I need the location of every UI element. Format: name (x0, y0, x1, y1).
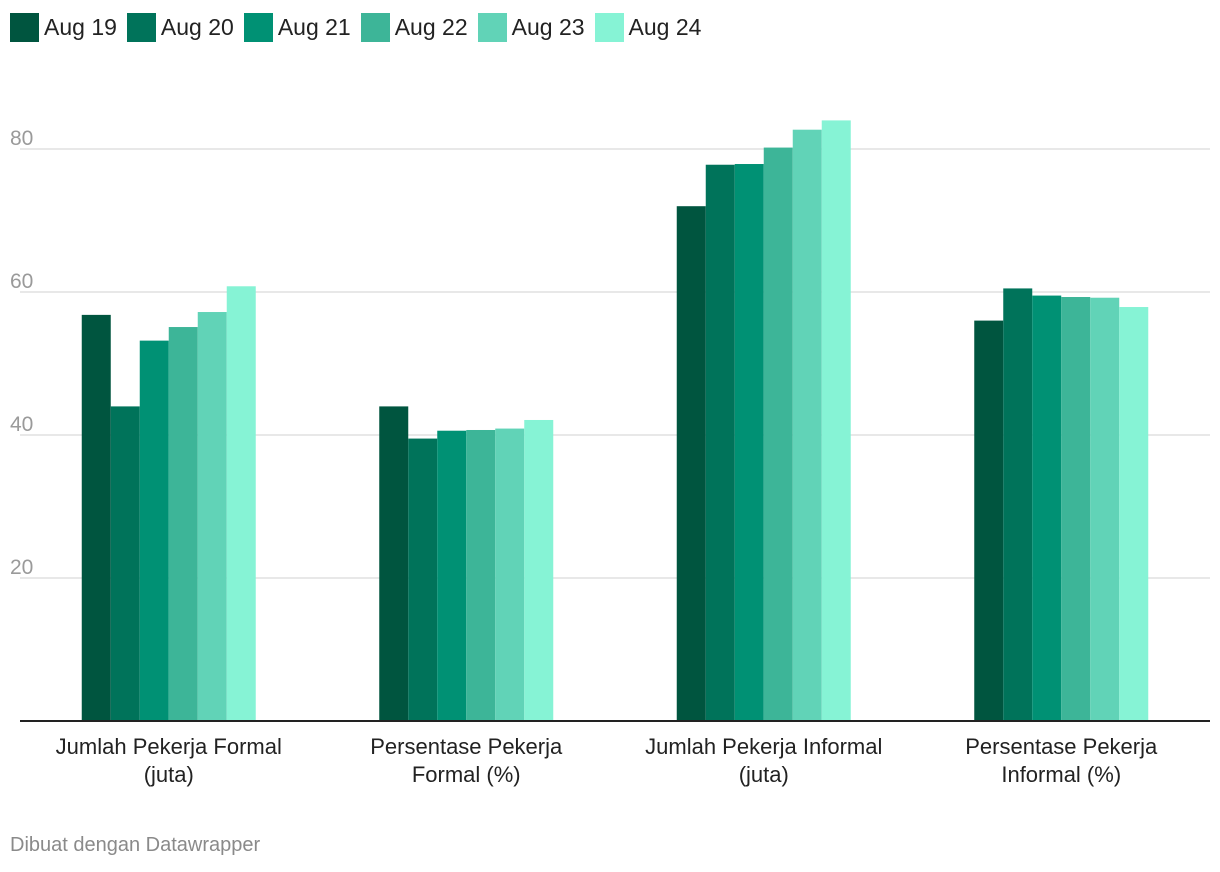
legend-label: Aug 19 (44, 13, 117, 40)
bar (676, 206, 706, 721)
bar (110, 406, 140, 721)
bar (408, 438, 438, 721)
x-tick-label: Persentase Pekerja (965, 734, 1158, 759)
x-tick-label: Jumlah Pekerja Formal (56, 734, 282, 759)
footer-credit: Dibuat dengan Datawrapper (10, 834, 261, 856)
bar (1032, 295, 1062, 721)
legend-item: Aug 20 (126, 12, 234, 42)
legend-swatch (360, 12, 390, 42)
bar (139, 340, 169, 721)
legend-item: Aug 23 (477, 12, 585, 42)
bar (437, 430, 467, 721)
y-tick-label: 20 (10, 556, 33, 579)
bar (1061, 297, 1091, 721)
bar (821, 120, 851, 721)
legend-label: Aug 20 (160, 13, 234, 40)
bar (495, 428, 525, 721)
bar (197, 312, 227, 721)
bar (81, 314, 111, 721)
bar (379, 406, 409, 721)
bar (974, 320, 1004, 721)
x-tick-label: Informal (%) (1001, 762, 1121, 787)
legend-label: Aug 24 (628, 13, 702, 40)
bar (1003, 288, 1033, 721)
legend-swatch (243, 12, 273, 42)
bar (792, 129, 822, 721)
x-tick-label: Persentase Pekerja (370, 734, 563, 759)
bar (1090, 297, 1120, 721)
bar (226, 286, 256, 721)
legend-label: Aug 23 (511, 13, 585, 40)
y-tick-label: 80 (10, 127, 33, 150)
y-tick-label: 60 (10, 270, 33, 293)
legend-item: Aug 19 (10, 12, 117, 42)
bar (168, 327, 198, 721)
legend-label: Aug 22 (394, 13, 468, 40)
legend-swatch (10, 12, 39, 42)
legend-label: Aug 21 (277, 13, 351, 40)
bar (524, 419, 554, 721)
bar (734, 164, 764, 721)
y-tick-label: 40 (10, 413, 33, 436)
legend-item: Aug 24 (594, 12, 702, 42)
bar (705, 164, 735, 722)
x-tick-label: (juta) (739, 762, 789, 787)
legend: Aug 19 Aug 20 Aug 21 Aug 22 Aug 23 Aug 24 (10, 10, 711, 44)
bar (763, 147, 793, 721)
legend-swatch (594, 12, 624, 42)
x-tick-label: Formal (%) (412, 762, 521, 787)
x-tick-label: Jumlah Pekerja Informal (645, 734, 882, 759)
bar (1119, 307, 1149, 721)
legend-item: Aug 22 (360, 12, 468, 42)
legend-swatch (126, 12, 156, 42)
x-tick-label: (juta) (144, 762, 194, 787)
legend-item: Aug 21 (243, 12, 351, 42)
legend-swatch (477, 12, 507, 42)
bar (466, 429, 496, 721)
